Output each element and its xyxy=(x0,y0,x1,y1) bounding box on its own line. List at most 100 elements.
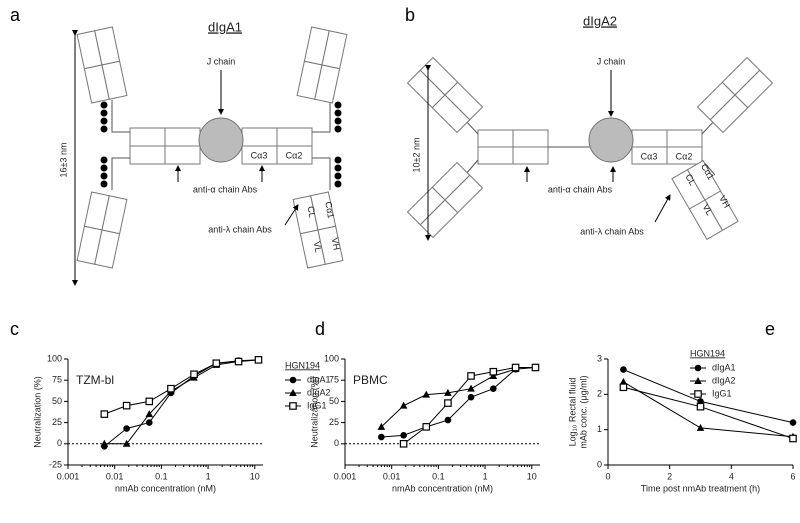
marker xyxy=(377,422,386,430)
marker xyxy=(444,388,452,396)
x-tick-label: 0 xyxy=(605,471,610,481)
label: anti-λ chain Abs xyxy=(208,224,272,234)
y-tick-label: 0 xyxy=(334,438,339,448)
marker xyxy=(100,439,109,447)
marker xyxy=(167,384,175,393)
marker xyxy=(444,416,452,424)
label: J chain xyxy=(597,56,626,66)
domain: VL xyxy=(312,241,324,254)
label: J chain xyxy=(207,56,236,66)
series-line xyxy=(380,366,536,428)
marker xyxy=(100,410,109,418)
label: anti-α chain Abs xyxy=(548,184,613,194)
marker xyxy=(378,433,385,441)
chart-e: e 0 1 2 3 0 2 4 6 Time post nmAb treatment (h) Log… xyxy=(567,319,797,493)
marker xyxy=(696,402,705,411)
x-tick-label: 10 xyxy=(250,471,260,481)
x-tick-label: 2 xyxy=(667,471,672,481)
label: 16±3 nm xyxy=(58,143,68,178)
marker xyxy=(467,384,475,392)
marker xyxy=(696,423,705,431)
marker xyxy=(399,401,408,409)
panel-letter: e xyxy=(765,319,775,339)
marker xyxy=(619,383,628,392)
x-tick-label: 1 xyxy=(483,471,488,481)
legend-label: IgG1 xyxy=(712,388,732,398)
marker xyxy=(123,425,130,432)
y-tick-label: -25 xyxy=(49,459,62,469)
y-tick-label: 0 xyxy=(57,438,62,448)
diagram-a: a dIgA1 J chain 16±3 nm anti-α chain Abs… xyxy=(10,5,348,286)
panel-letter: b xyxy=(405,5,415,25)
legend-label: dIgA2 xyxy=(307,387,331,397)
diagram-b: b dIgA2 J chain 10±2 nm anti-α chain Abs… xyxy=(405,5,774,241)
y-axis-label: Neutralization (%) xyxy=(32,376,42,448)
x-tick-label: 0.01 xyxy=(383,471,401,481)
x-tick-label: 4 xyxy=(729,471,734,481)
legend-title: HGN194 xyxy=(690,348,725,358)
marker xyxy=(467,393,475,401)
legend-label: dIgA1 xyxy=(307,374,331,384)
x-axis-label: nmAb concentration (nM) xyxy=(392,483,493,493)
x-tick-label: 0.1 xyxy=(155,471,168,481)
legend-marker xyxy=(694,390,702,398)
legend-title: HGN194 xyxy=(285,360,320,370)
domain: CL xyxy=(306,205,318,218)
inset-label: TZM-bl xyxy=(76,373,114,387)
marker xyxy=(511,363,520,372)
x-tick-label: 0.1 xyxy=(432,471,445,481)
y-tick-label: 25 xyxy=(52,417,62,427)
marker xyxy=(400,432,407,439)
series-line xyxy=(623,369,794,424)
y-tick-label: 75 xyxy=(52,375,62,385)
legend-marker xyxy=(289,389,297,396)
marker xyxy=(422,390,431,398)
legend-marker xyxy=(694,364,702,372)
legend-label: IgG1 xyxy=(307,400,327,410)
y-axis-label: Neutralization (%) xyxy=(309,376,319,448)
y-tick-label: 3 xyxy=(597,353,602,363)
legend-marker xyxy=(694,377,702,384)
panel-letter: a xyxy=(10,5,21,25)
marker xyxy=(145,419,153,426)
domain: VL xyxy=(700,202,714,217)
domain: Cα1 xyxy=(323,201,336,219)
panel-letter: c xyxy=(10,319,19,339)
panel-letter: d xyxy=(315,319,325,339)
y-tick-label: 50 xyxy=(329,396,339,406)
inset-label: PBMC xyxy=(353,373,388,387)
y-tick-label: 50 xyxy=(52,396,62,406)
y-tick-label: 100 xyxy=(324,353,339,363)
marker xyxy=(234,357,243,366)
domain: Cα3 xyxy=(251,150,268,160)
marker xyxy=(620,366,627,373)
x-axis-label: Time post nmAb treatment (h) xyxy=(641,483,760,493)
x-axis-label: nmAb concentration (nM) xyxy=(115,483,216,493)
legend-marker xyxy=(289,402,297,410)
y-axis-label: Log₁₀ Rectal fluid xyxy=(567,378,577,447)
legend-label: dIgA1 xyxy=(712,362,736,372)
marker xyxy=(444,399,452,407)
y-tick-label: 25 xyxy=(329,417,339,427)
x-tick-label: 6 xyxy=(790,471,795,481)
marker xyxy=(122,439,131,447)
y-axis-label: mAb conc. (μg/ml) xyxy=(578,375,588,448)
marker xyxy=(190,370,198,379)
x-tick-label: 0.001 xyxy=(57,471,80,481)
marker xyxy=(489,367,498,376)
series-line xyxy=(623,386,794,439)
y-tick-label: 100 xyxy=(47,353,62,363)
marker xyxy=(789,419,797,426)
molecule xyxy=(406,56,774,241)
x-tick-label: 1 xyxy=(206,471,211,481)
y-tick-label: 1 xyxy=(597,424,602,434)
x-tick-label: 10 xyxy=(527,471,537,481)
molecule xyxy=(72,26,348,286)
label: 10±2 nm xyxy=(411,138,421,173)
marker xyxy=(789,434,797,443)
marker xyxy=(467,372,475,380)
label: anti-λ chain Abs xyxy=(580,226,644,236)
legend-label: dIgA2 xyxy=(712,375,736,385)
diagram-title: dIgA1 xyxy=(208,19,242,34)
